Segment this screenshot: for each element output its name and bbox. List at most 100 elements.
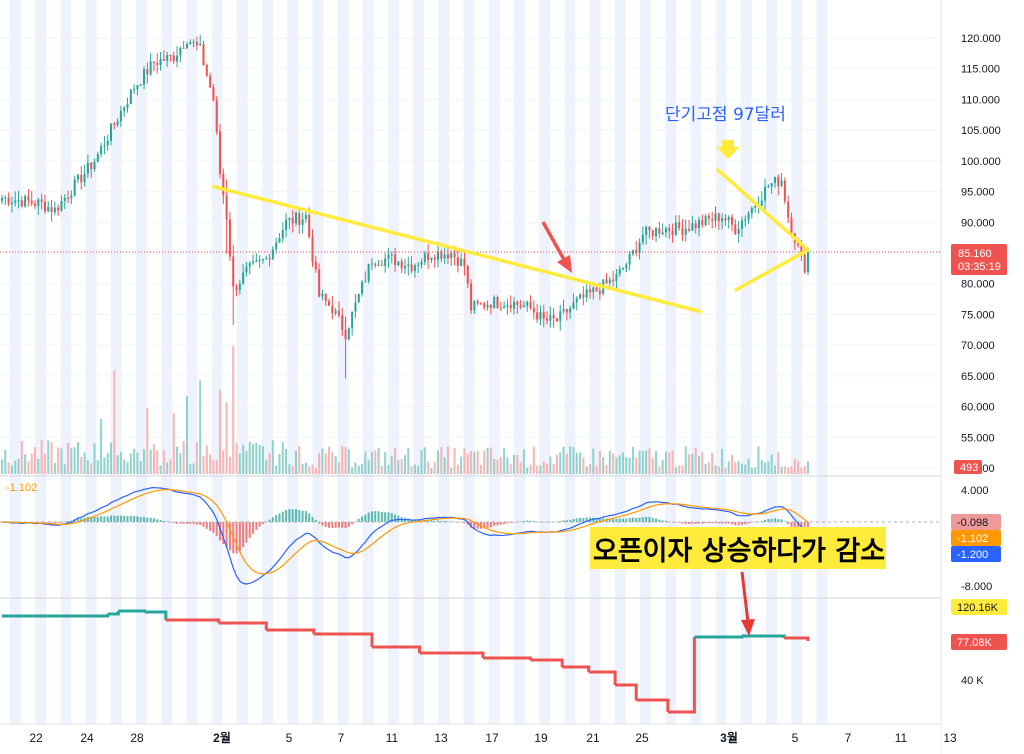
candle bbox=[740, 220, 743, 229]
trendline[interactable] bbox=[734, 248, 810, 292]
macd-hist-bar bbox=[199, 522, 202, 525]
volume-bar bbox=[103, 457, 106, 474]
volume-bar bbox=[351, 467, 354, 474]
macd-hist-bar bbox=[370, 511, 373, 522]
macd-hist-bar bbox=[361, 516, 364, 522]
candle bbox=[598, 290, 601, 294]
volume-bar bbox=[519, 462, 522, 474]
oi-step-segment bbox=[615, 683, 638, 700]
macd-hist-bar bbox=[189, 522, 192, 524]
candle bbox=[275, 242, 278, 250]
volume-bar bbox=[549, 456, 552, 474]
volume-bar bbox=[294, 451, 298, 474]
volume-bar bbox=[731, 454, 734, 474]
candle bbox=[423, 253, 426, 262]
macd-hist-bar bbox=[172, 522, 175, 524]
volume-bar bbox=[80, 456, 83, 474]
volume-bar bbox=[113, 370, 116, 474]
macd-hist-bar bbox=[549, 521, 552, 523]
candle bbox=[361, 281, 364, 294]
volume-bar bbox=[357, 465, 360, 474]
volume-bar bbox=[697, 455, 701, 474]
candle bbox=[271, 249, 274, 260]
session-band bbox=[438, 0, 450, 724]
volume-bar bbox=[334, 456, 337, 474]
candle bbox=[546, 318, 549, 321]
macd-readout-value: -1.102 bbox=[957, 533, 988, 545]
macd-hist-bar bbox=[242, 522, 245, 548]
volume-bar bbox=[252, 443, 255, 474]
volume-bar bbox=[635, 457, 638, 474]
candle bbox=[697, 220, 701, 228]
oi-step-segment bbox=[144, 610, 168, 620]
candle bbox=[681, 228, 684, 235]
volume-bar bbox=[443, 457, 446, 474]
price-scale[interactable]: 120.000 115.000 110.000 105.000 100.000 95.00… bbox=[940, 0, 1024, 754]
volume-bar bbox=[767, 461, 770, 474]
volume-bar bbox=[552, 463, 555, 474]
volume-bar bbox=[30, 453, 33, 474]
candle bbox=[255, 260, 258, 262]
candle bbox=[321, 294, 324, 297]
macd-hist-bar bbox=[212, 522, 215, 533]
session-band bbox=[791, 0, 803, 724]
volume-bar bbox=[347, 449, 350, 474]
trendline[interactable] bbox=[716, 168, 810, 252]
candle bbox=[569, 308, 572, 313]
oi-step-segment bbox=[784, 636, 810, 641]
peak-arrow-icon bbox=[716, 140, 740, 159]
candle bbox=[119, 111, 122, 122]
time-tick: 13 bbox=[943, 731, 957, 745]
price-tick: 80.000 bbox=[961, 279, 995, 291]
candle bbox=[176, 55, 179, 62]
volume-bar bbox=[572, 447, 575, 474]
volume-bar bbox=[777, 452, 780, 474]
candle bbox=[370, 263, 373, 265]
macd-hist-bar bbox=[648, 517, 651, 522]
volume-bar bbox=[390, 456, 393, 474]
candle bbox=[803, 254, 806, 272]
session-band bbox=[136, 0, 147, 724]
volume-bar bbox=[460, 456, 463, 474]
candle bbox=[641, 235, 644, 243]
volume-bar bbox=[764, 462, 767, 474]
candle bbox=[767, 186, 770, 187]
candle bbox=[483, 303, 486, 308]
candle bbox=[347, 328, 350, 340]
volume-bar bbox=[516, 455, 519, 474]
volume-bar bbox=[57, 447, 60, 474]
volume-bar bbox=[701, 451, 704, 474]
candle bbox=[86, 162, 89, 174]
candle bbox=[579, 294, 582, 299]
price-tick: 95.000 bbox=[961, 187, 995, 199]
session-band bbox=[690, 0, 702, 724]
macd-hist-bar bbox=[288, 509, 291, 522]
volume-bar bbox=[225, 402, 228, 474]
time-tick: 19 bbox=[534, 731, 548, 745]
session-band bbox=[816, 0, 828, 724]
macd-hist-bar bbox=[139, 517, 142, 522]
macd-hist-bar bbox=[793, 522, 796, 530]
macd-hist-bar bbox=[608, 518, 611, 522]
macd-hist-bar bbox=[351, 522, 354, 525]
trendline[interactable] bbox=[212, 184, 702, 314]
macd-hist-bar bbox=[367, 512, 370, 522]
volume-bar bbox=[285, 448, 288, 474]
volume-bar bbox=[410, 466, 413, 474]
macd-hist-bar bbox=[146, 517, 149, 522]
time-scale[interactable]: 22 24 28 2월 5 7 11 13 17 19 21 25 3월 5 7 11 13 bbox=[0, 723, 957, 754]
macd-hist-bar bbox=[245, 522, 248, 543]
volume-bar bbox=[83, 452, 86, 474]
candle bbox=[678, 222, 681, 229]
macd-hist-bar bbox=[661, 520, 664, 522]
candle bbox=[146, 69, 149, 75]
macd-hist-bar bbox=[413, 520, 416, 522]
candle bbox=[40, 199, 43, 202]
macd-hist-bar bbox=[463, 522, 466, 524]
candle bbox=[202, 44, 205, 65]
volume-bar bbox=[179, 453, 182, 474]
macd-hist-bar bbox=[638, 517, 641, 522]
volume-bar bbox=[271, 440, 274, 474]
candle bbox=[0, 197, 4, 201]
